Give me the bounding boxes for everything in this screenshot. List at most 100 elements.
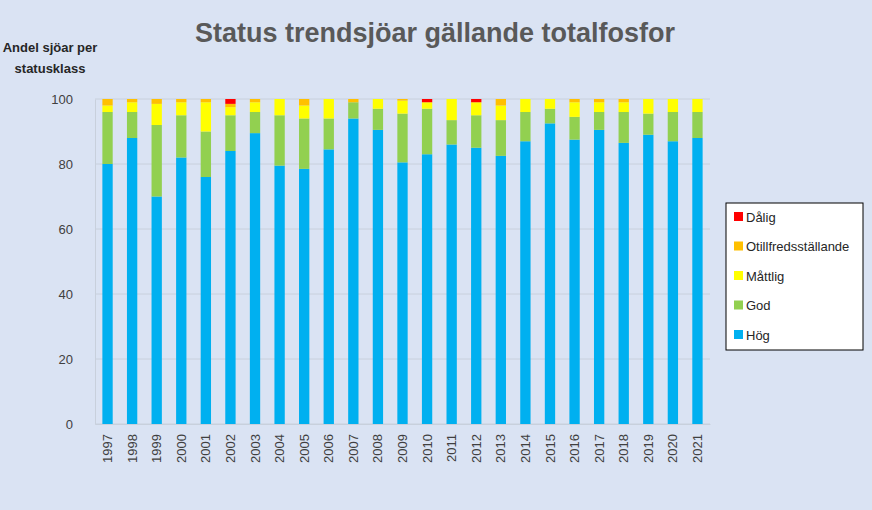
bar-segment — [373, 99, 383, 109]
x-tick: 2010 — [420, 424, 435, 463]
x-tick-label: 2014 — [518, 434, 533, 463]
x-tick: 2014 — [518, 424, 533, 463]
y-tick: 0 — [66, 417, 95, 432]
x-tick-label: 1998 — [125, 434, 140, 463]
x-tick-label: 2000 — [174, 434, 189, 463]
bar-segment — [152, 104, 162, 125]
bar-segment — [496, 120, 506, 156]
y-tick: 20 — [59, 352, 95, 367]
x-tick-label: 2003 — [248, 434, 263, 463]
bar-segment — [324, 99, 334, 100]
bar-segment — [594, 99, 604, 100]
bar-segment — [176, 99, 186, 102]
bar-segment — [274, 99, 284, 115]
bar-segment — [619, 99, 629, 102]
y-tick-label: 80 — [59, 157, 73, 172]
x-tick: 2002 — [223, 424, 238, 463]
x-tick: 2000 — [174, 424, 189, 463]
x-tick: 2015 — [543, 424, 558, 463]
bar-segment — [422, 109, 432, 155]
bar-segment — [692, 112, 702, 138]
x-tick-label: 2017 — [592, 434, 607, 463]
bar-segment — [446, 99, 456, 100]
x-tick: 2020 — [665, 424, 680, 463]
bar-segment — [422, 99, 432, 102]
x-tick-label: 2010 — [420, 434, 435, 463]
bar-segment — [152, 99, 162, 100]
bar-segment — [496, 106, 506, 121]
x-tick-label: 1999 — [149, 434, 164, 463]
x-tick: 2007 — [346, 424, 361, 463]
bar-segment — [397, 99, 407, 101]
bar-segment — [446, 145, 456, 425]
x-tick-label: 2013 — [493, 434, 508, 463]
bar-segment — [225, 99, 235, 104]
x-axis-line — [96, 424, 711, 425]
bar-segment — [250, 112, 260, 133]
x-tick: 1998 — [125, 424, 140, 463]
x-tick-label: 2019 — [641, 434, 656, 463]
bar-segment — [324, 119, 334, 150]
bar-segment — [152, 99, 162, 104]
bar-segment — [643, 99, 653, 100]
bar-segment — [250, 102, 260, 112]
bar-segment — [250, 99, 260, 102]
x-tick: 1999 — [149, 424, 164, 463]
background — [0, 0, 872, 510]
bar-segment — [225, 115, 235, 151]
bar-segment — [225, 107, 235, 115]
bar-segment — [373, 130, 383, 424]
bar-segment — [127, 102, 137, 112]
bars — [102, 99, 702, 424]
bar-segment — [176, 158, 186, 425]
x-tick: 2004 — [272, 424, 287, 463]
bar-segment — [348, 119, 358, 425]
bar-segment — [348, 102, 358, 118]
bar-segment — [520, 141, 530, 424]
bar-segment — [545, 109, 555, 124]
bar-segment — [471, 99, 481, 102]
bar-segment — [397, 99, 407, 100]
bar-segment — [692, 99, 702, 100]
y-tick-label: 100 — [51, 92, 73, 107]
bar-segment — [127, 138, 137, 424]
legend: DåligOtillfredsställandeMåttligGodHög — [726, 203, 863, 350]
y-axis-title: Andel sjöar perstatusklass — [3, 40, 98, 76]
bar-segment — [422, 154, 432, 424]
x-tick: 2001 — [198, 424, 213, 463]
legend-label: Måttlig — [746, 269, 784, 284]
x-tick-label: 2002 — [223, 434, 238, 463]
bar-segment — [152, 125, 162, 197]
x-tick-label: 2020 — [665, 434, 680, 463]
bar-segment — [324, 149, 334, 424]
x-tick-label: 1997 — [100, 434, 115, 463]
bar-segment — [201, 132, 211, 178]
bar-segment — [176, 99, 186, 100]
bar-segment — [496, 99, 506, 100]
bar-segment — [102, 99, 112, 100]
x-tick-label: 2016 — [567, 434, 582, 463]
bar-segment — [250, 133, 260, 424]
x-tick: 2011 — [444, 424, 459, 462]
bar-segment — [373, 99, 383, 100]
x-tick-label: 2015 — [543, 434, 558, 463]
bar-segment — [422, 102, 432, 109]
bar-segment — [668, 99, 678, 100]
bar-segment — [496, 99, 506, 106]
x-tick: 1997 — [100, 424, 115, 463]
bar-segment — [569, 117, 579, 140]
bar-segment — [569, 99, 579, 102]
bar-segment — [594, 102, 604, 112]
series-2 — [102, 99, 702, 132]
bar-segment — [692, 99, 702, 100]
bar-segment — [201, 99, 211, 100]
bar-segment — [176, 102, 186, 115]
bar-segment — [668, 112, 678, 141]
legend-label: Dålig — [746, 210, 776, 225]
bar-segment — [446, 99, 456, 120]
legend-label: Otillfredsställande — [746, 239, 849, 254]
bar-segment — [643, 135, 653, 424]
legend-box — [726, 203, 863, 350]
bar-segment — [373, 109, 383, 130]
chart: Status trendsjöar gällande totalfosforAn… — [0, 0, 872, 510]
